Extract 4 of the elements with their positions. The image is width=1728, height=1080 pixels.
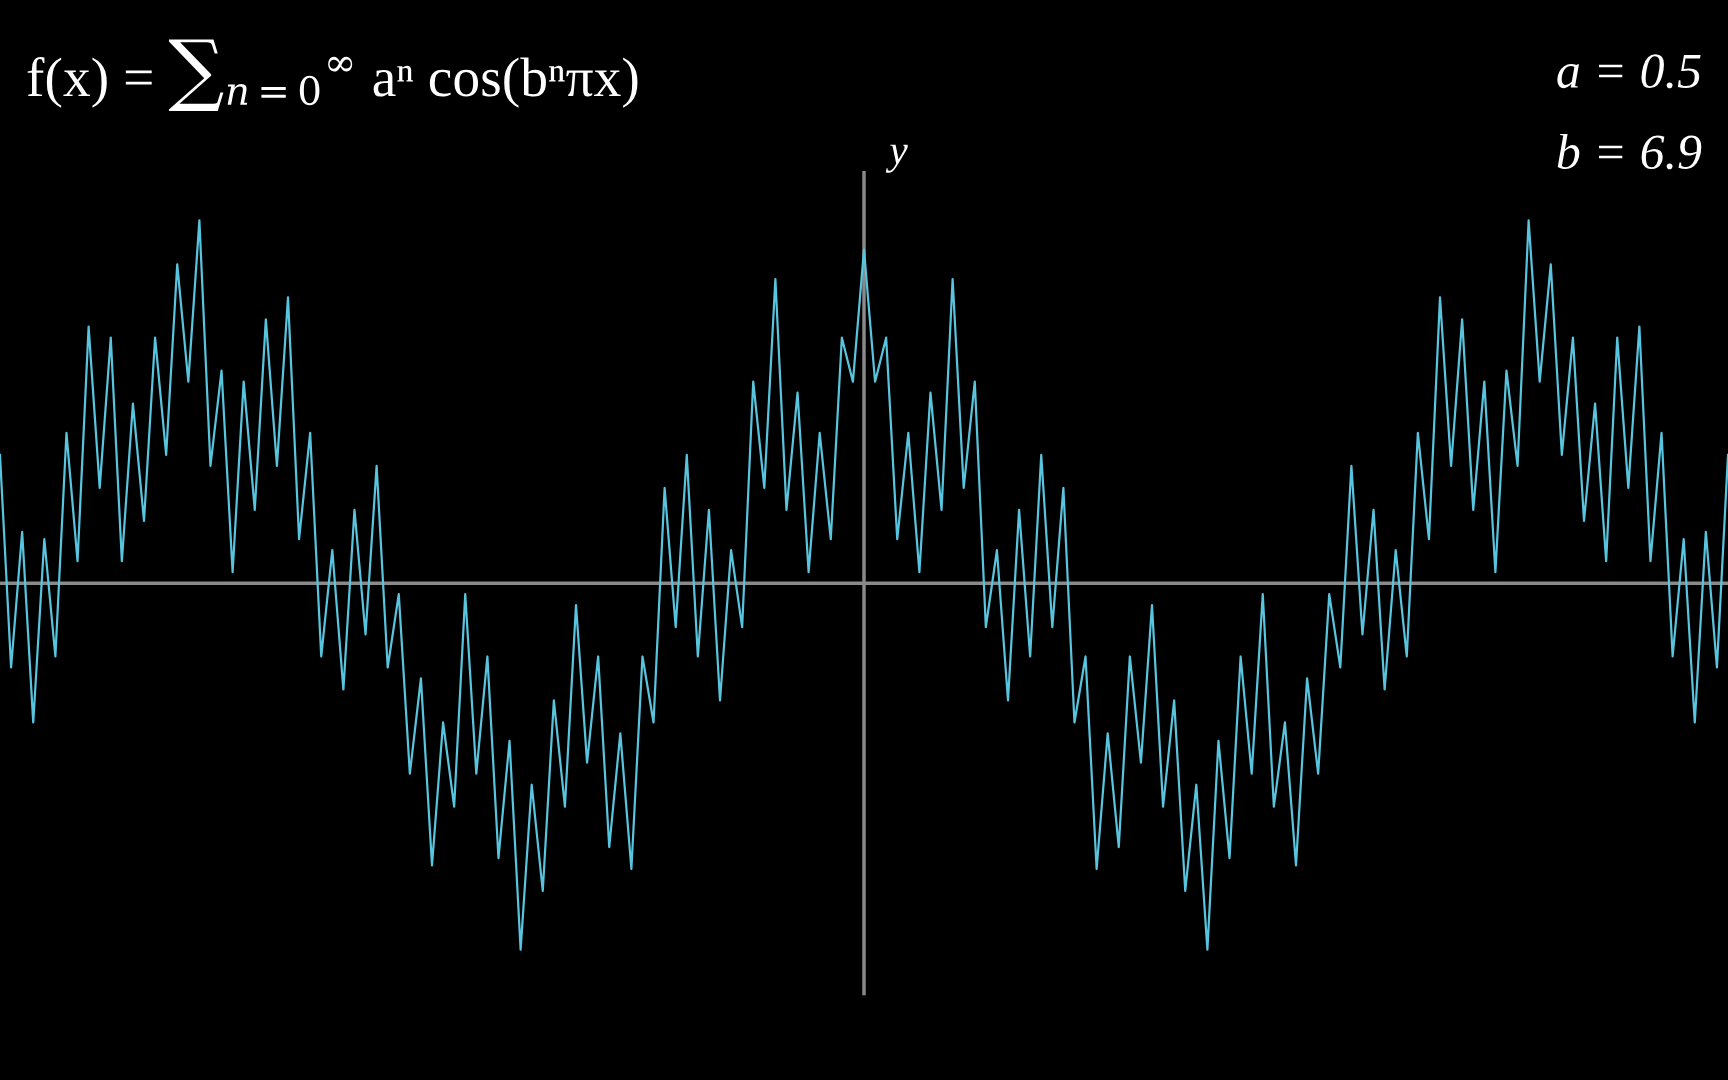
text: b = 6.9: [1557, 133, 1702, 170]
chart-title: f(x) = ∑$_{n=0}$$^{∞}$ aⁿ cos(bⁿπx): [27, 39, 638, 112]
text: a = 0.5: [1557, 54, 1701, 89]
y-axis-title: y: [885, 144, 908, 173]
